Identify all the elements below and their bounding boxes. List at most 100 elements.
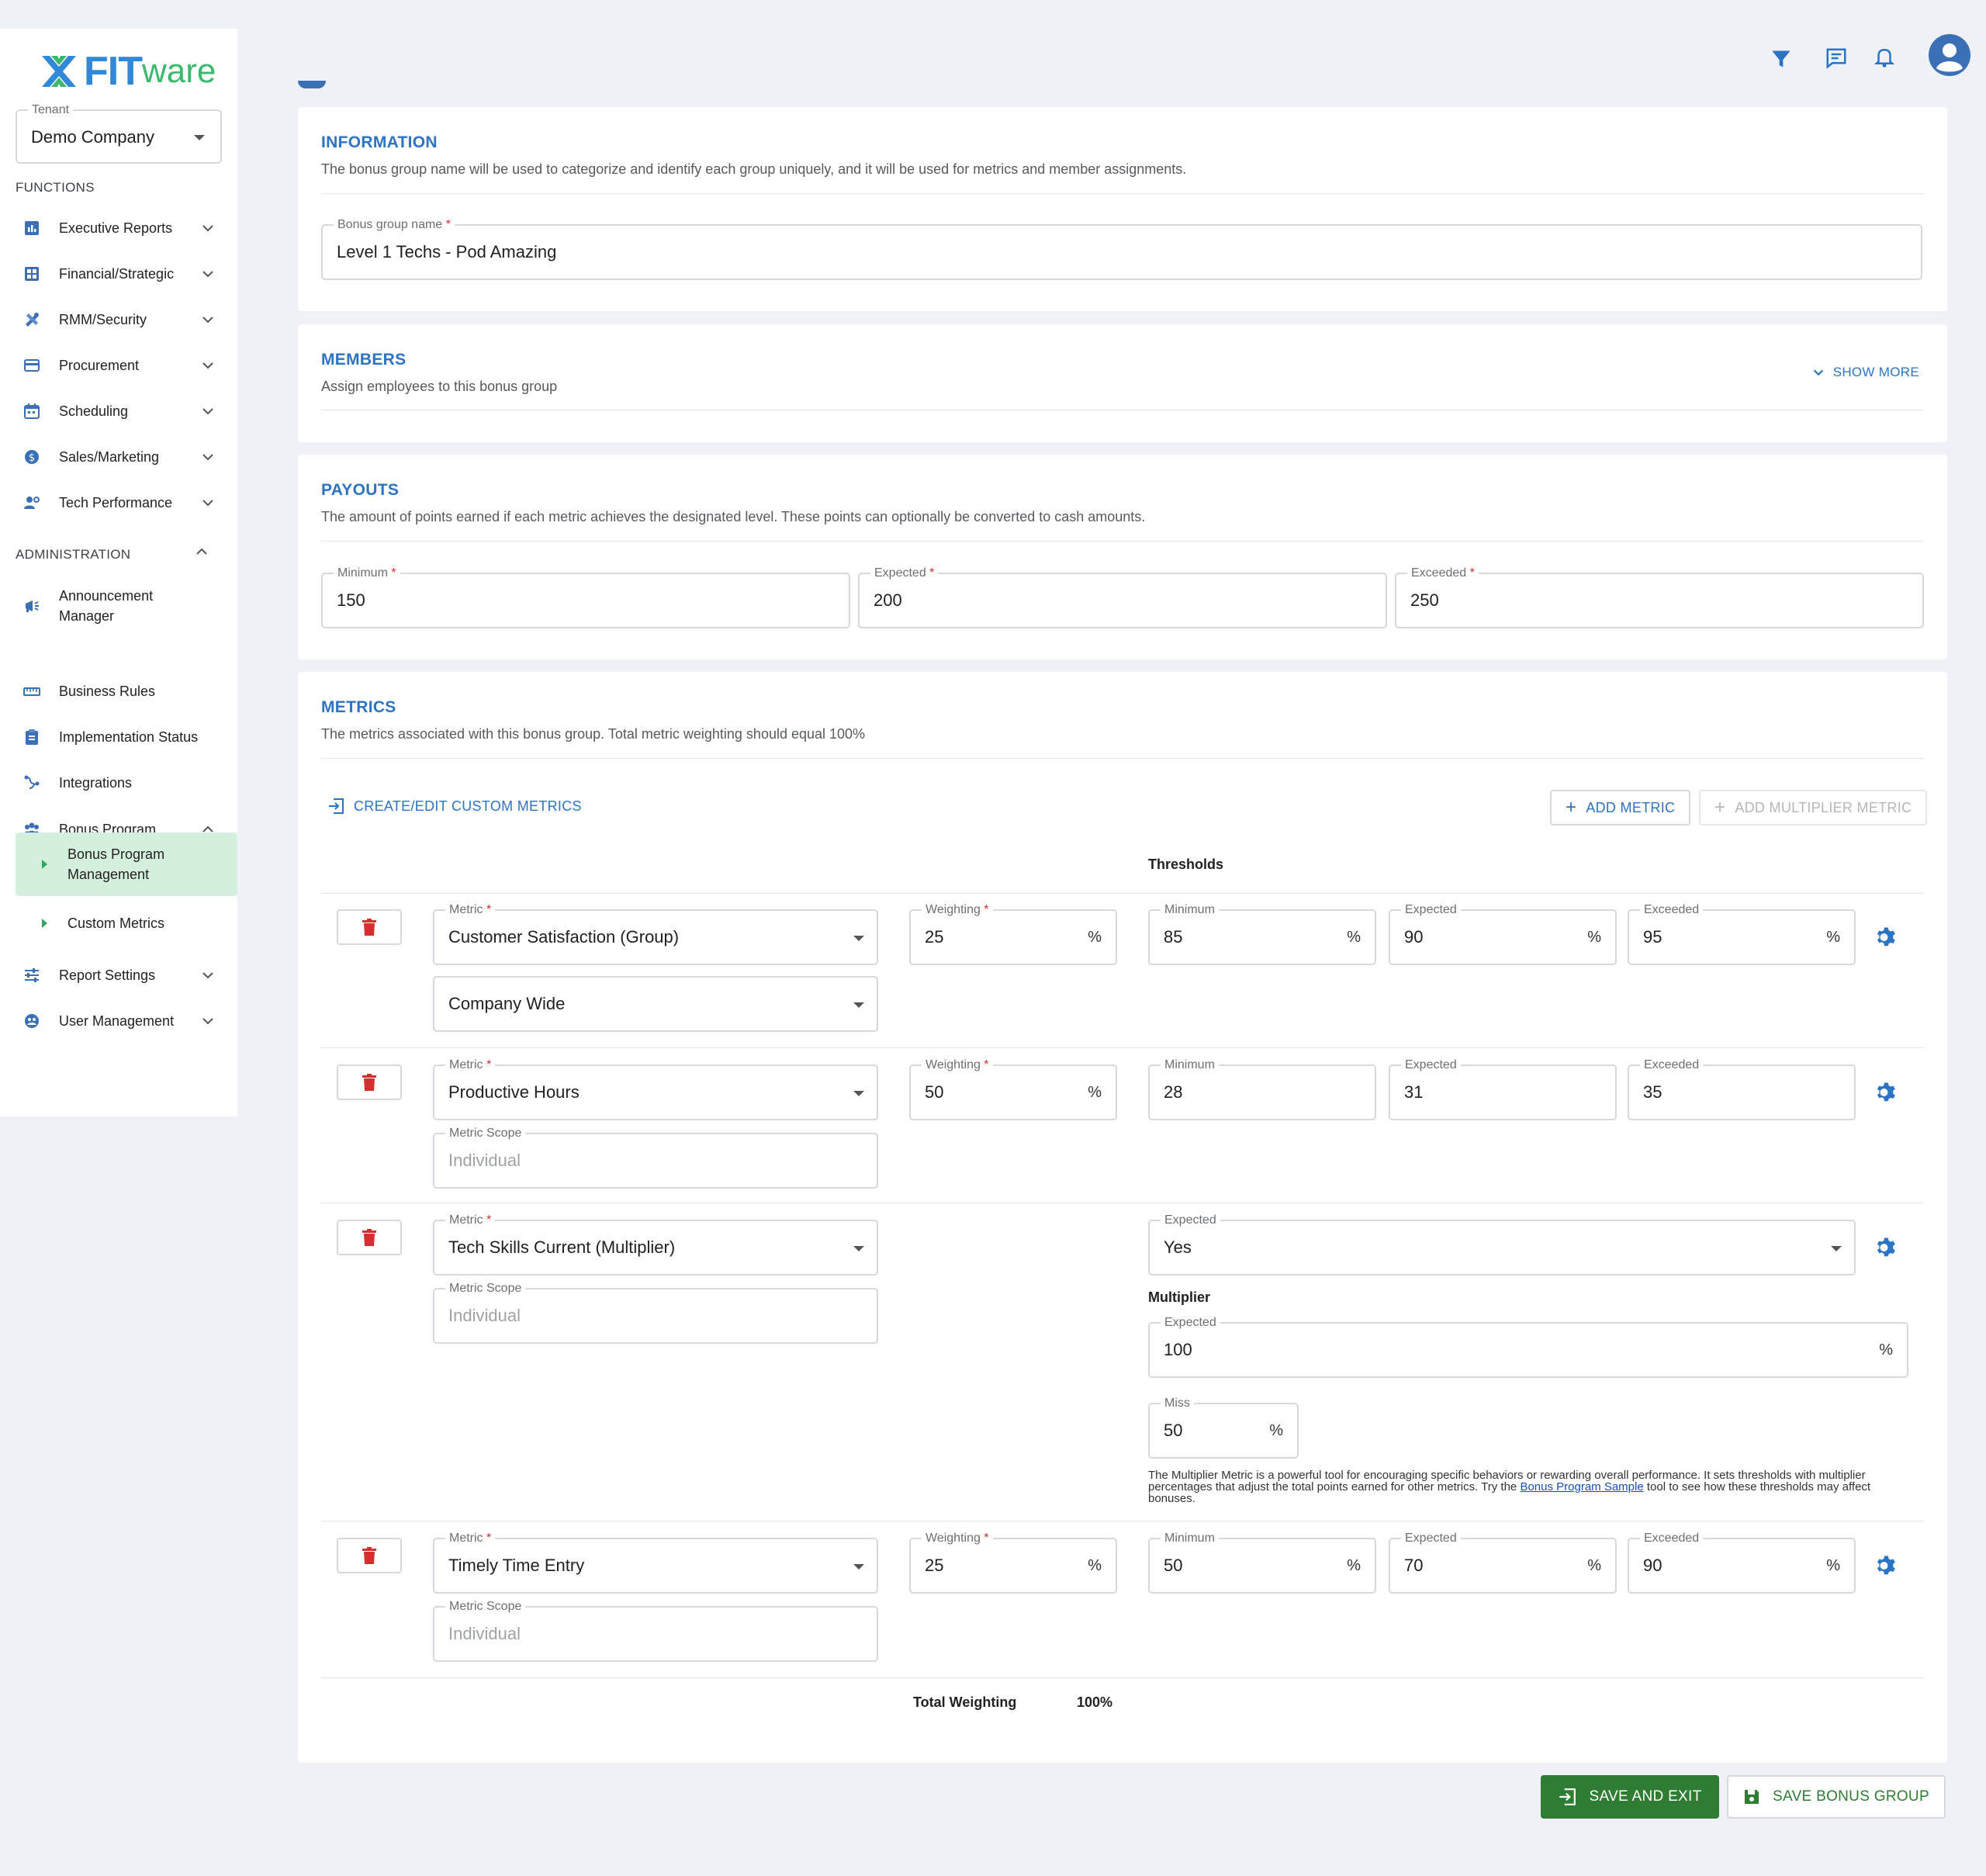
- threshold-minimum-value: 28: [1164, 1082, 1183, 1102]
- floppy-disk-icon: [1745, 1790, 1759, 1804]
- threshold-exceeded-field[interactable]: Exceeded 35: [1628, 1057, 1856, 1120]
- chevron-down-icon[interactable]: [200, 266, 216, 282]
- threshold-minimum-value: 50: [1164, 1556, 1183, 1575]
- metric-select[interactable]: Metric * Tech Skills Current (Multiplier…: [433, 1212, 878, 1275]
- user-avatar-icon[interactable]: [1929, 34, 1970, 76]
- metric-scope-field: Metric Scope Individual: [433, 1280, 878, 1344]
- logo-text-ware: ware: [141, 52, 216, 90]
- sidebar-item-rmm-security[interactable]: RMM/Security: [23, 303, 217, 337]
- gear-icon[interactable]: [1874, 926, 1898, 949]
- chevron-down-icon[interactable]: [200, 1013, 216, 1029]
- chevron-up-icon[interactable]: [200, 822, 216, 837]
- bonus-group-name-value: Level 1 Techs - Pod Amazing: [337, 242, 557, 261]
- delete-metric-button[interactable]: [337, 909, 402, 945]
- field-label: Miss: [1161, 1395, 1194, 1412]
- chevron-up-icon[interactable]: [194, 544, 209, 559]
- weighting-field[interactable]: Weighting * 25 %: [909, 1530, 1117, 1594]
- fitware-logo[interactable]: FIT ware: [39, 44, 216, 99]
- logo-mark-icon: [42, 56, 76, 87]
- tenant-select[interactable]: Tenant Demo Company: [16, 102, 222, 164]
- threshold-exceeded-field[interactable]: Exceeded 95 %: [1628, 902, 1856, 965]
- save-and-exit-button[interactable]: SAVE AND EXIT: [1541, 1775, 1719, 1819]
- sidebar-item-announcement-manager[interactable]: Announcement Manager: [23, 583, 217, 629]
- sidebar-item-integrations[interactable]: Integrations: [23, 766, 217, 800]
- filter-icon[interactable]: [1770, 48, 1792, 70]
- threshold-expected-field[interactable]: Expected 31: [1389, 1057, 1617, 1120]
- field-label: Exceeded: [1640, 1057, 1704, 1074]
- gear-icon[interactable]: [1874, 1554, 1898, 1577]
- chevron-down-icon[interactable]: [200, 967, 216, 983]
- sidebar-item-executive-reports[interactable]: Executive Reports: [23, 211, 217, 245]
- chat-icon[interactable]: [1825, 47, 1848, 70]
- exit-box-icon: [1559, 1788, 1576, 1805]
- payout-expected-field[interactable]: Expected * 200: [858, 565, 1387, 628]
- sidebar-subitem-custom-metrics[interactable]: Custom Metrics: [16, 906, 237, 940]
- threshold-expected-value: 90: [1404, 927, 1424, 947]
- create-edit-custom-metrics-label: CREATE/EDIT CUSTOM METRICS: [354, 798, 582, 814]
- dropdown-caret-icon: [1831, 1246, 1842, 1251]
- weighting-field[interactable]: Weighting * 50 %: [909, 1057, 1117, 1120]
- payout-exceeded-field[interactable]: Exceeded * 250: [1395, 565, 1924, 628]
- add-multiplier-metric-button[interactable]: + ADD MULTIPLIER METRIC: [1699, 790, 1928, 826]
- chevron-down-icon[interactable]: [200, 358, 216, 373]
- metric-select[interactable]: Metric * Productive Hours: [433, 1057, 878, 1120]
- chevron-down-icon[interactable]: [200, 312, 216, 327]
- field-label: Minimum: [1161, 902, 1219, 919]
- chevron-down-icon[interactable]: [200, 495, 216, 511]
- sidebar-item-procurement[interactable]: Procurement: [23, 348, 217, 382]
- sidebar-item-business-rules[interactable]: Business Rules: [23, 674, 217, 708]
- megaphone-icon: [26, 601, 39, 612]
- weighting-value: 50: [925, 1082, 944, 1102]
- calendar-icon: [24, 403, 40, 419]
- chevron-down-icon[interactable]: [200, 449, 216, 465]
- chevron-down-icon[interactable]: [200, 403, 216, 419]
- field-label: Metric Scope: [445, 1125, 526, 1142]
- save-bonus-group-button[interactable]: SAVE BONUS GROUP: [1727, 1775, 1946, 1819]
- sidebar-item-implementation-status[interactable]: Implementation Status: [23, 720, 217, 754]
- sidebar-item-label: Integrations: [59, 775, 133, 791]
- show-more-button[interactable]: SHOW MORE: [1811, 365, 1919, 380]
- delete-metric-button[interactable]: [337, 1220, 402, 1255]
- gear-icon[interactable]: [1874, 1236, 1898, 1259]
- bonus-program-sample-link[interactable]: Bonus Program Sample: [1520, 1480, 1644, 1494]
- multiplier-expected-select[interactable]: Expected Yes: [1148, 1212, 1856, 1275]
- sidebar-subitem-bonus-program-management[interactable]: Bonus Program Management: [16, 832, 237, 896]
- threshold-expected-field[interactable]: Expected 70 %: [1389, 1530, 1617, 1594]
- weighting-field[interactable]: Weighting * 25 %: [909, 902, 1117, 965]
- add-metric-button[interactable]: + ADD METRIC: [1550, 790, 1691, 826]
- multiplier-expected-field[interactable]: Expected 100 %: [1148, 1314, 1908, 1378]
- delete-metric-button[interactable]: [337, 1538, 402, 1573]
- bell-icon[interactable]: [1873, 45, 1896, 68]
- metric-scope-select[interactable]: Company Wide: [433, 976, 878, 1032]
- sidebar-item-sales-marketing[interactable]: $ Sales/Marketing: [23, 440, 217, 474]
- trash-icon: [362, 1547, 376, 1564]
- sidebar-item-report-settings[interactable]: Report Settings: [23, 958, 217, 992]
- metric-select[interactable]: Metric * Customer Satisfaction (Group): [433, 902, 878, 965]
- sidebar-subitem-label: Bonus Program Management: [67, 846, 165, 882]
- field-label: Metric *: [445, 1212, 496, 1229]
- metric-select[interactable]: Metric * Timely Time Entry: [433, 1530, 878, 1594]
- threshold-expected-field[interactable]: Expected 90 %: [1389, 902, 1617, 965]
- svg-text:$: $: [29, 452, 35, 464]
- sidebar-item-financial-strategic[interactable]: Financial/Strategic: [23, 257, 217, 291]
- threshold-minimum-field[interactable]: Minimum 85 %: [1148, 902, 1376, 965]
- threshold-exceeded-field[interactable]: Exceeded 90 %: [1628, 1530, 1856, 1594]
- help-text-part: The Multiplier Metric is a powerful tool…: [1148, 1469, 1866, 1494]
- bonus-group-name-field[interactable]: Bonus group name * Level 1 Techs - Pod A…: [321, 216, 1922, 280]
- ruler-icon: [23, 687, 40, 696]
- threshold-minimum-field[interactable]: Minimum 50 %: [1148, 1530, 1376, 1594]
- threshold-expected-value: 70: [1404, 1556, 1424, 1575]
- multiplier-miss-field[interactable]: Miss 50 %: [1148, 1395, 1299, 1459]
- clipboard-icon: [26, 729, 38, 745]
- sidebar-item-user-management[interactable]: User Management: [23, 1004, 217, 1038]
- plus-icon: +: [1714, 797, 1726, 818]
- chevron-down-icon[interactable]: [200, 220, 216, 236]
- delete-metric-button[interactable]: [337, 1064, 402, 1100]
- threshold-minimum-field[interactable]: Minimum 28: [1148, 1057, 1376, 1120]
- sidebar-item-tech-performance[interactable]: Tech Performance: [23, 486, 217, 520]
- gear-icon[interactable]: [1874, 1081, 1898, 1104]
- sidebar-item-scheduling[interactable]: Scheduling: [23, 394, 217, 428]
- show-more-label: SHOW MORE: [1832, 365, 1919, 379]
- payout-minimum-field[interactable]: Minimum * 150: [321, 565, 850, 628]
- create-edit-custom-metrics-button[interactable]: CREATE/EDIT CUSTOM METRICS: [327, 798, 582, 815]
